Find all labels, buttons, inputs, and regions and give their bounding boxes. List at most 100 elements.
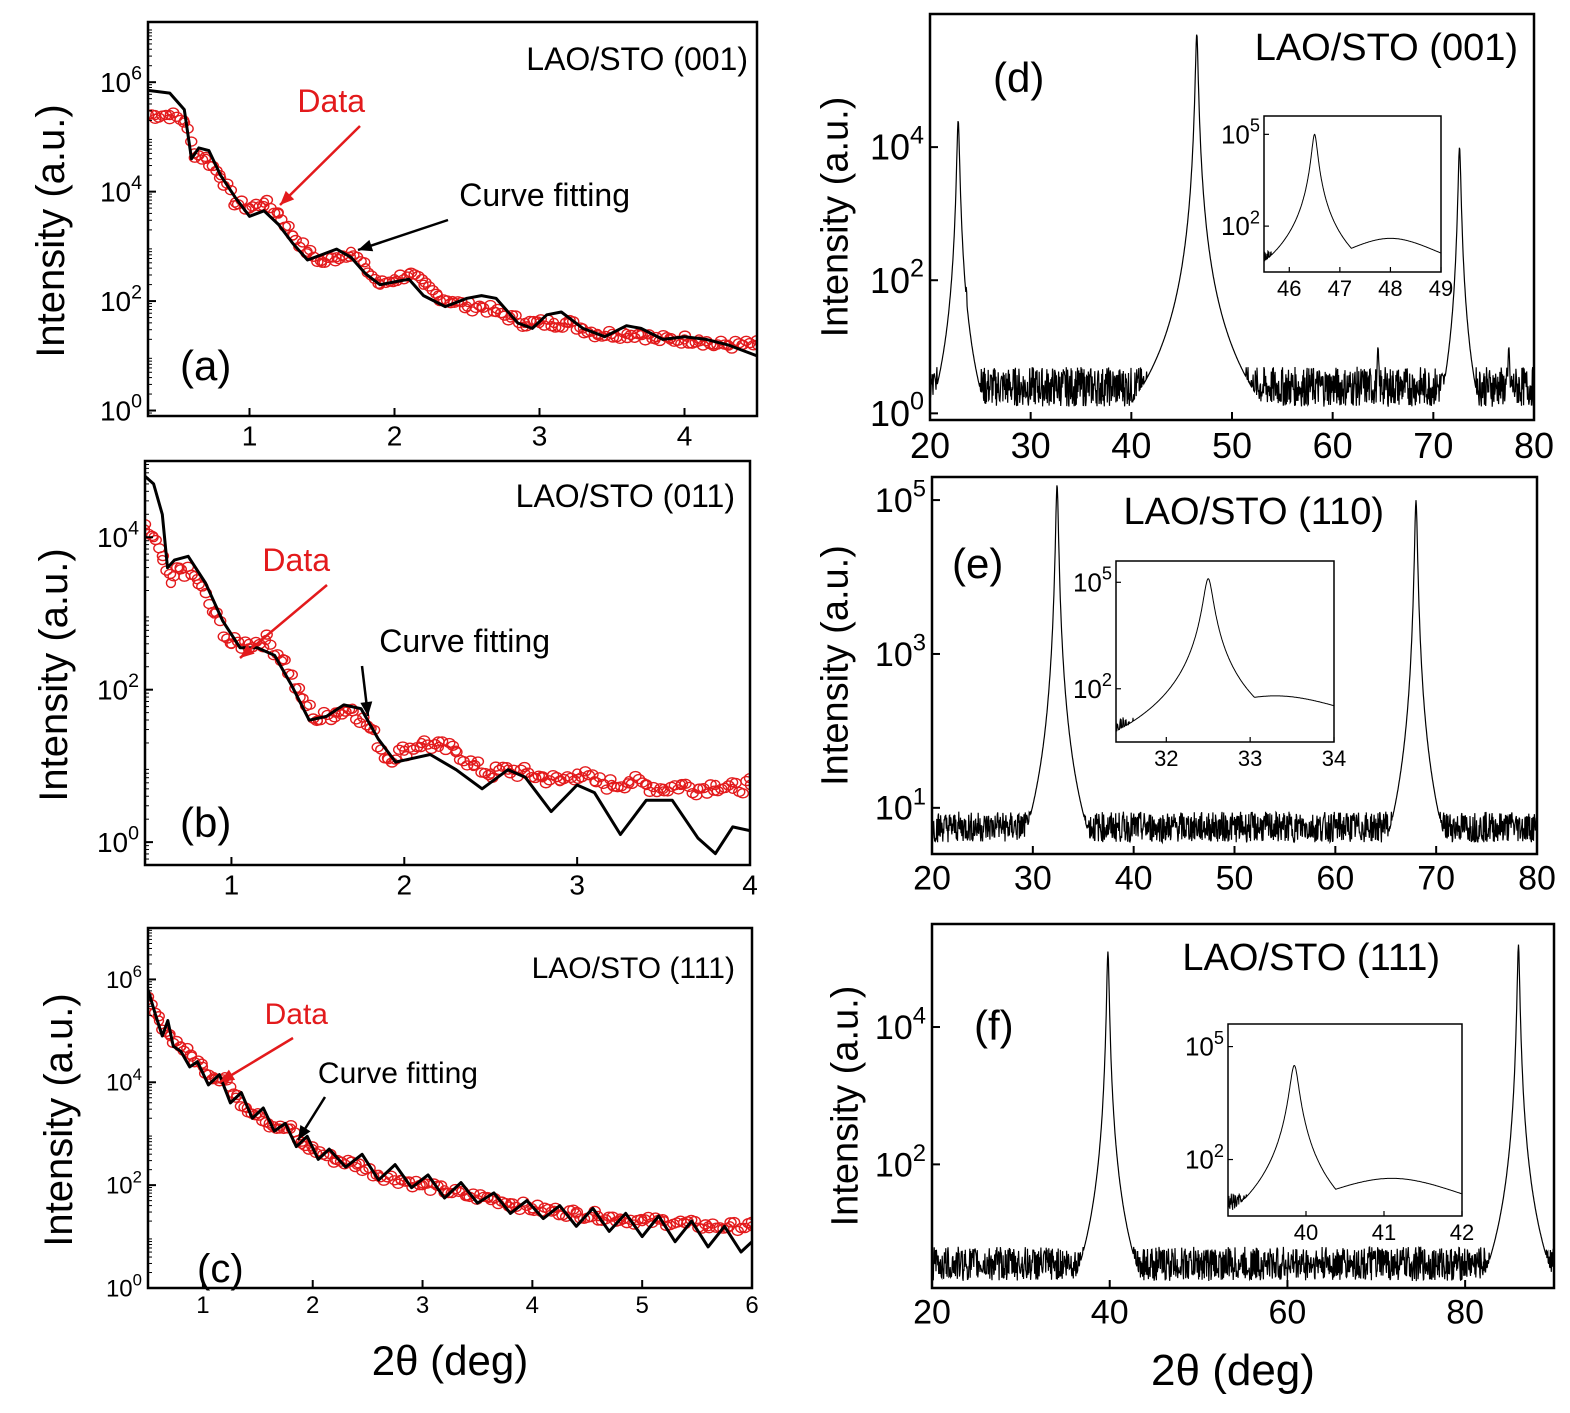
plot-frame-f: [930, 922, 1556, 1290]
data-point-a: [316, 257, 328, 268]
data-point-b: [740, 775, 750, 787]
x-tick-label-d-2: 40: [1111, 425, 1151, 466]
y-tick-label-c-3: 106: [106, 962, 142, 994]
panel-label-a: (a): [180, 342, 231, 389]
panel-e: 20 30 40 50 60 70 80 101 103 105 LAO/STO (110) (e) I…: [814, 476, 1556, 898]
data-point-c: [449, 1183, 462, 1195]
data-point-b: [468, 760, 479, 772]
data-point-b: [156, 550, 170, 562]
data-point-a: [418, 279, 429, 290]
fit-curve-b: [145, 475, 750, 856]
data-point-b: [675, 779, 687, 791]
fit-curve-c: [148, 989, 752, 1254]
data-point-a: [329, 256, 342, 267]
inset-y-tick-label-d-1: 105: [1221, 116, 1260, 150]
annotation-arrow-data-c: [219, 1036, 294, 1084]
data-point-a: [751, 339, 757, 351]
data-point-c: [636, 1215, 648, 1227]
panel-title-a: LAO/STO (001): [526, 41, 748, 77]
y-tick-label-a-0: 100: [100, 391, 142, 427]
data-point-b: [589, 775, 600, 787]
data-point-b: [623, 775, 635, 787]
data-point-c: [252, 1107, 264, 1119]
data-point-b: [571, 768, 583, 779]
x-tick-label-e-2: 40: [1115, 860, 1153, 898]
inset-x-tick-label-d-3: 49: [1429, 276, 1453, 301]
annotation-arrowhead-fit-b: [360, 701, 373, 716]
data-point-a: [200, 153, 212, 165]
inset-spectrum-f: [1228, 1064, 1462, 1210]
inset-y-tick-label-e-1: 105: [1073, 564, 1112, 598]
data-point-a: [195, 154, 209, 165]
data-point-c: [615, 1213, 626, 1224]
data-point-a: [282, 220, 295, 232]
annotation-fit-a: Curve fitting: [459, 177, 630, 213]
plot-area-c: [148, 989, 752, 1254]
data-point-b: [399, 745, 410, 756]
data-point-b: [145, 519, 152, 530]
data-point-b: [416, 737, 427, 749]
inset-f: 40 41 42 102 105: [1185, 1023, 1474, 1245]
data-point-a: [258, 197, 270, 208]
y-tick-label-d-0: 100: [870, 388, 924, 434]
annotation-data-a: Data: [297, 83, 365, 119]
panel-title-d: LAO/STO (001): [1255, 27, 1518, 69]
annotation-arrow-data-b: [239, 584, 328, 659]
data-point-a: [185, 136, 198, 147]
data-point-a: [577, 323, 589, 334]
data-point-a: [490, 306, 502, 318]
y-tick-label-e-2: 105: [875, 476, 926, 520]
data-point-b: [736, 788, 750, 799]
data-point-a: [164, 109, 175, 121]
data-point-b: [260, 629, 273, 640]
data-point-c: [186, 1051, 198, 1062]
inset-x-tick-label-f-0: 40: [1294, 1220, 1318, 1245]
data-point-c: [527, 1203, 538, 1214]
x-tick-label-f-0: 20: [913, 1294, 951, 1332]
x-tick-label-f-3: 80: [1446, 1294, 1484, 1332]
y-axis-label-d: Intensity (a.u.): [814, 97, 856, 338]
data-point-b: [485, 768, 496, 779]
x-tick-label-e-1: 30: [1014, 860, 1052, 898]
data-point-b: [350, 714, 363, 725]
x-tick-label-d-4: 60: [1313, 425, 1353, 466]
inset-x-tick-label-f-2: 42: [1450, 1220, 1474, 1245]
data-point-b: [518, 761, 531, 773]
data-point-a: [296, 237, 310, 248]
data-point-b: [679, 778, 692, 789]
data-point-b: [353, 717, 366, 729]
x-tick-label-a-3: 4: [677, 420, 693, 451]
data-point-c: [571, 1208, 582, 1219]
inset-x-tick-label-d-1: 47: [1328, 276, 1352, 301]
x-tick-label-a-0: 1: [242, 420, 258, 451]
inset-y-tick-label-f-0: 102: [1185, 1141, 1224, 1175]
x-tick-label-d-5: 70: [1413, 425, 1453, 466]
inset-x-tick-label-d-2: 48: [1378, 276, 1402, 301]
y-axis-label-b: Intensity (a.u.): [32, 548, 76, 801]
plot-area-f: [932, 944, 1554, 1282]
x-tick-label-a-2: 3: [532, 420, 548, 451]
data-point-a: [747, 340, 757, 351]
data-point-c: [230, 1092, 242, 1103]
data-point-b: [537, 772, 548, 783]
fit-curve-a: [148, 88, 757, 358]
panel-title-b: LAO/STO (011): [516, 478, 735, 514]
data-point-c: [549, 1205, 560, 1217]
x-tick-label-c-0: 1: [196, 1292, 209, 1319]
panel-label-e: (e): [952, 540, 1003, 587]
data-point-b: [396, 741, 409, 752]
x-tick-label-d-6: 80: [1514, 425, 1554, 466]
panel-label-b: (b): [180, 799, 231, 846]
panel-f: 20 40 60 80 102 104 LAO/STO (111) (f) Intensity …: [824, 922, 1556, 1395]
panel-title-f: LAO/STO (111): [1182, 937, 1440, 979]
y-tick-label-a-3: 106: [100, 62, 142, 98]
data-point-c: [181, 1042, 194, 1054]
data-point-a: [679, 334, 690, 345]
plot-area-b: [145, 475, 750, 856]
y-tick-label-a-1: 102: [100, 281, 142, 317]
inset-x-tick-label-f-1: 41: [1372, 1220, 1396, 1245]
inset-x-tick-label-e-0: 32: [1154, 746, 1178, 771]
data-point-a: [221, 178, 234, 189]
annotation-arrowhead-fit-c: [298, 1124, 311, 1140]
